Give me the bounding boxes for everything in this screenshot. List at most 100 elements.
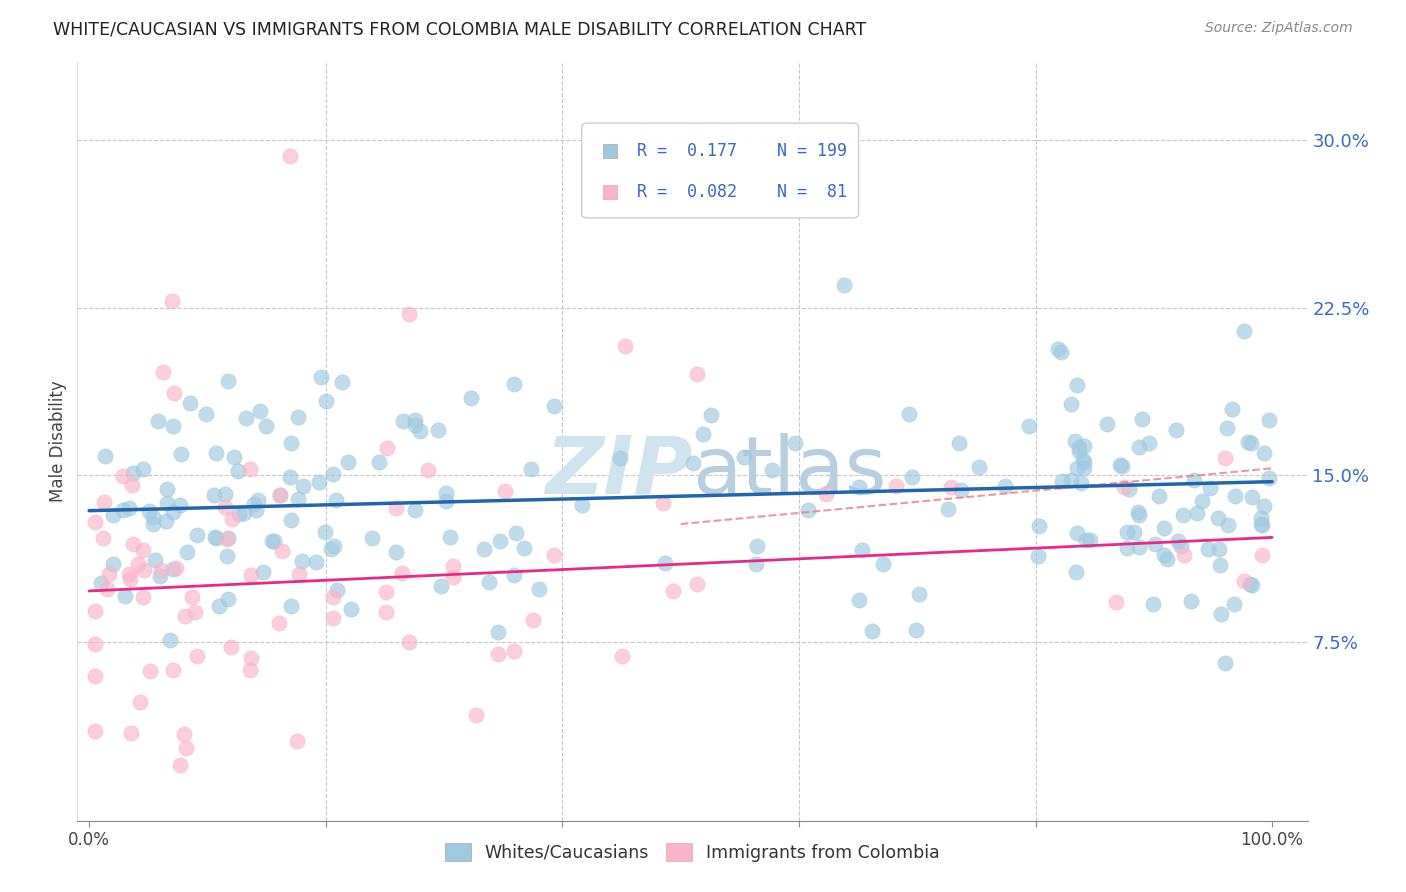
Point bbox=[165, 561, 187, 575]
Point bbox=[285, 733, 308, 747]
Point bbox=[1128, 440, 1150, 454]
Point bbox=[184, 606, 207, 620]
Point bbox=[221, 512, 243, 526]
Point bbox=[654, 556, 676, 570]
Point bbox=[226, 464, 249, 478]
Point bbox=[134, 563, 156, 577]
Point bbox=[1240, 577, 1263, 591]
Point bbox=[132, 590, 155, 604]
Point bbox=[1237, 435, 1260, 450]
Point bbox=[609, 450, 631, 465]
Point bbox=[1180, 594, 1202, 608]
Point bbox=[464, 707, 486, 722]
Point bbox=[488, 647, 510, 661]
Point bbox=[142, 510, 165, 524]
Point bbox=[111, 469, 134, 483]
Point bbox=[1116, 524, 1139, 539]
Point bbox=[745, 557, 768, 571]
Point bbox=[186, 648, 208, 663]
Point bbox=[385, 500, 408, 515]
Point bbox=[1250, 510, 1272, 524]
Point bbox=[152, 366, 174, 380]
Point bbox=[872, 558, 894, 572]
Point bbox=[1147, 489, 1170, 503]
Point bbox=[239, 462, 262, 476]
Point bbox=[252, 565, 274, 579]
Point bbox=[280, 436, 302, 450]
Point bbox=[245, 503, 267, 517]
Point bbox=[494, 483, 516, 498]
Point bbox=[398, 635, 420, 649]
Point bbox=[502, 644, 524, 658]
Point bbox=[1142, 598, 1164, 612]
Point bbox=[322, 610, 344, 624]
Point bbox=[1050, 474, 1073, 488]
Point bbox=[543, 548, 565, 562]
Point bbox=[571, 499, 593, 513]
Point bbox=[163, 386, 186, 401]
Point bbox=[138, 504, 160, 518]
Point bbox=[98, 567, 121, 582]
Point bbox=[142, 517, 165, 532]
Point bbox=[1233, 324, 1256, 338]
Point bbox=[1073, 461, 1095, 475]
Point bbox=[505, 526, 527, 541]
Point bbox=[1074, 533, 1097, 547]
Point bbox=[1253, 446, 1275, 460]
Point bbox=[181, 590, 204, 604]
Point bbox=[322, 467, 344, 482]
Point bbox=[1240, 435, 1263, 450]
Point bbox=[851, 542, 873, 557]
Point bbox=[260, 534, 283, 549]
Point bbox=[692, 426, 714, 441]
Point bbox=[121, 478, 143, 492]
Point bbox=[502, 567, 524, 582]
Point bbox=[120, 726, 142, 740]
Point bbox=[1095, 417, 1118, 431]
Point bbox=[101, 558, 124, 572]
Point bbox=[118, 501, 141, 516]
Point bbox=[325, 493, 347, 508]
Point bbox=[814, 486, 837, 500]
Point bbox=[129, 695, 152, 709]
Point bbox=[1126, 506, 1149, 520]
Point bbox=[441, 558, 464, 573]
Point bbox=[1066, 461, 1088, 475]
Point bbox=[149, 569, 172, 583]
Point bbox=[159, 632, 181, 647]
Point bbox=[477, 575, 499, 590]
Point bbox=[169, 447, 191, 461]
Point bbox=[1156, 552, 1178, 566]
Point bbox=[309, 370, 332, 384]
Point bbox=[434, 485, 457, 500]
Point bbox=[90, 576, 112, 591]
Point bbox=[391, 566, 413, 580]
Point bbox=[1067, 440, 1090, 454]
Point bbox=[246, 492, 269, 507]
Point bbox=[686, 576, 709, 591]
Point bbox=[936, 501, 959, 516]
Point bbox=[160, 294, 183, 309]
Point bbox=[263, 534, 285, 549]
Point bbox=[139, 664, 162, 678]
Point bbox=[84, 668, 107, 682]
Point bbox=[94, 449, 117, 463]
Point bbox=[195, 407, 218, 421]
Point bbox=[1198, 481, 1220, 495]
Point bbox=[949, 483, 972, 497]
Point bbox=[1170, 539, 1192, 553]
Point bbox=[439, 530, 461, 544]
Point bbox=[1213, 450, 1236, 465]
Point bbox=[1258, 471, 1281, 485]
Point bbox=[686, 368, 709, 382]
Point bbox=[315, 393, 337, 408]
Point bbox=[1220, 402, 1243, 417]
Point bbox=[103, 508, 125, 522]
Point bbox=[291, 554, 314, 568]
Point bbox=[1109, 458, 1132, 472]
Point bbox=[783, 436, 806, 450]
Point bbox=[375, 605, 398, 619]
Point bbox=[122, 537, 145, 551]
Point bbox=[662, 584, 685, 599]
Point bbox=[162, 663, 184, 677]
